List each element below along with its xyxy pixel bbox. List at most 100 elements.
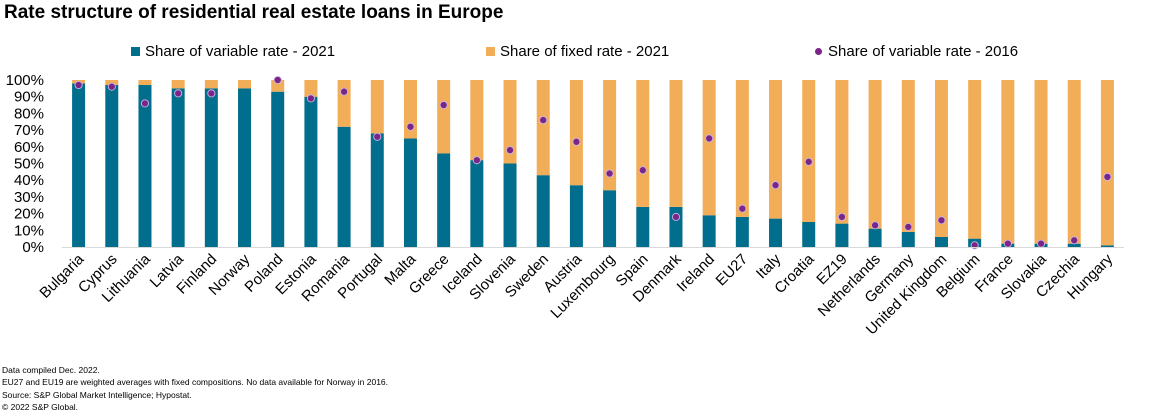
bar-fixed-2021 bbox=[204, 80, 218, 89]
bar-fixed-2021 bbox=[1067, 80, 1081, 244]
bar-variable-2021 bbox=[370, 133, 384, 247]
marker-variable-2016 bbox=[738, 204, 747, 213]
marker-variable-2016 bbox=[904, 222, 913, 232]
bar-fixed-2021 bbox=[138, 80, 152, 86]
marker-variable-2016 bbox=[373, 132, 382, 141]
legend-label-variable-2016: Share of variable rate - 2016 bbox=[828, 43, 1019, 60]
bar-fixed-2021 bbox=[636, 80, 650, 207]
bar-fixed-2021 bbox=[802, 80, 816, 222]
y-tick-label: 90% bbox=[14, 89, 44, 106]
bar-fixed-2021 bbox=[901, 80, 915, 232]
marker-variable-2016 bbox=[804, 157, 813, 166]
bar-variable-2021 bbox=[238, 88, 252, 247]
y-tick-label: 40% bbox=[14, 172, 44, 189]
legend-item-fixed-2021: Share of fixed rate - 2021 bbox=[486, 43, 669, 60]
bar-variable-2021 bbox=[835, 223, 849, 247]
marker-variable-2016 bbox=[871, 221, 880, 230]
marker-variable-2016 bbox=[74, 80, 83, 90]
bar-fixed-2021 bbox=[503, 80, 517, 164]
marker-variable-2016 bbox=[207, 89, 216, 98]
footnotes: Data compiled Dec. 2022. EU27 and EU19 a… bbox=[2, 364, 388, 413]
bar-variable-2021 bbox=[702, 215, 716, 247]
bar-variable-2021 bbox=[769, 218, 783, 247]
bar-fixed-2021 bbox=[370, 80, 384, 134]
bar-variable-2021 bbox=[934, 236, 948, 247]
marker-variable-2016 bbox=[771, 181, 780, 190]
y-tick-label: 60% bbox=[14, 139, 44, 156]
x-tick-label: EU27 bbox=[713, 251, 752, 290]
marker-variable-2016 bbox=[439, 101, 448, 110]
footnote-copyright: © 2022 S&P Global. bbox=[2, 401, 79, 412]
bar-variable-2021 bbox=[470, 160, 484, 247]
marker-variable-2016 bbox=[174, 89, 183, 98]
bar-fixed-2021 bbox=[238, 80, 252, 89]
marker-variable-2016 bbox=[572, 137, 581, 146]
footnote-compiled: Data compiled Dec. 2022. bbox=[2, 365, 100, 375]
marker-variable-2016 bbox=[671, 212, 681, 221]
bar-fixed-2021 bbox=[868, 80, 882, 229]
bar-variable-2021 bbox=[72, 83, 86, 247]
bar-fixed-2021 bbox=[437, 80, 451, 154]
marker-variable-2016 bbox=[406, 122, 415, 131]
bar-fixed-2021 bbox=[171, 80, 185, 89]
footnote-source: Source: S&P Global Market Intelligence; … bbox=[2, 389, 192, 400]
bar-fixed-2021 bbox=[735, 80, 749, 217]
stacked-bar-chart: 0%10%20%30%40%50%60%70%80%90%100% Bulgari… bbox=[6, 72, 1124, 338]
bar-fixed-2021 bbox=[1001, 80, 1015, 244]
bar-fixed-2021 bbox=[536, 80, 550, 176]
marker-variable-2016 bbox=[705, 134, 714, 143]
bar-variable-2021 bbox=[437, 153, 451, 247]
bar-variable-2021 bbox=[536, 175, 550, 247]
bar-fixed-2021 bbox=[470, 80, 484, 161]
bar-variable-2021 bbox=[735, 216, 749, 247]
y-tick-label: 0% bbox=[22, 239, 44, 256]
bar-fixed-2021 bbox=[337, 80, 351, 127]
bar-variable-2021 bbox=[1067, 243, 1081, 247]
chart-legend: Share of variable rate - 2021 Share of f… bbox=[0, 43, 1167, 63]
legend-swatch-fixed-2021 bbox=[486, 47, 495, 56]
bar-variable-2021 bbox=[503, 163, 517, 247]
marker-variable-2016 bbox=[937, 216, 946, 225]
bar-variable-2021 bbox=[304, 96, 318, 247]
marker-variable-2016 bbox=[1103, 172, 1112, 181]
footnote-note: EU27 and EU19 are weighted averages with… bbox=[2, 377, 389, 388]
marker-variable-2016 bbox=[107, 82, 116, 91]
bar-variable-2021 bbox=[569, 185, 583, 247]
bar-variable-2021 bbox=[171, 88, 185, 247]
bar-fixed-2021 bbox=[934, 80, 948, 237]
marker-variable-2016 bbox=[472, 156, 481, 165]
bar-variable-2021 bbox=[403, 138, 417, 247]
marker-variable-2016 bbox=[306, 94, 315, 103]
bar-fixed-2021 bbox=[1100, 80, 1114, 246]
bar-variable-2021 bbox=[204, 88, 218, 247]
bar-variable-2021 bbox=[138, 85, 152, 247]
y-tick-label: 30% bbox=[14, 189, 44, 206]
marker-variable-2016 bbox=[837, 212, 846, 221]
bar-variable-2021 bbox=[271, 91, 285, 247]
marker-variable-2016 bbox=[140, 99, 150, 108]
y-tick-label: 80% bbox=[14, 105, 44, 122]
bar-fixed-2021 bbox=[769, 80, 783, 219]
chart-title: Rate structure of residential real estat… bbox=[4, 2, 504, 23]
legend-item-variable-2021: Share of variable rate - 2021 bbox=[131, 43, 335, 60]
bar-fixed-2021 bbox=[968, 80, 982, 239]
bar-variable-2021 bbox=[636, 206, 650, 247]
bar-variable-2021 bbox=[802, 221, 816, 247]
legend-dot-variable-2016 bbox=[815, 48, 822, 55]
y-tick-label: 10% bbox=[14, 222, 44, 239]
bar-fixed-2021 bbox=[1034, 80, 1048, 244]
bar-variable-2021 bbox=[337, 126, 351, 247]
bar-variable-2021 bbox=[1100, 245, 1114, 247]
marker-variable-2016 bbox=[1070, 236, 1079, 245]
legend-label-variable-2021: Share of variable rate - 2021 bbox=[145, 43, 336, 60]
legend-label-fixed-2021: Share of fixed rate - 2021 bbox=[500, 43, 670, 60]
bar-fixed-2021 bbox=[669, 80, 683, 207]
bar-fixed-2021 bbox=[403, 80, 417, 139]
bar-fixed-2021 bbox=[569, 80, 583, 186]
bar-variable-2021 bbox=[901, 231, 915, 247]
bar-fixed-2021 bbox=[702, 80, 716, 216]
y-tick-label: 20% bbox=[14, 206, 44, 223]
y-tick-label: 100% bbox=[6, 72, 44, 89]
marker-variable-2016 bbox=[1003, 239, 1012, 248]
marker-variable-2016 bbox=[340, 87, 349, 96]
